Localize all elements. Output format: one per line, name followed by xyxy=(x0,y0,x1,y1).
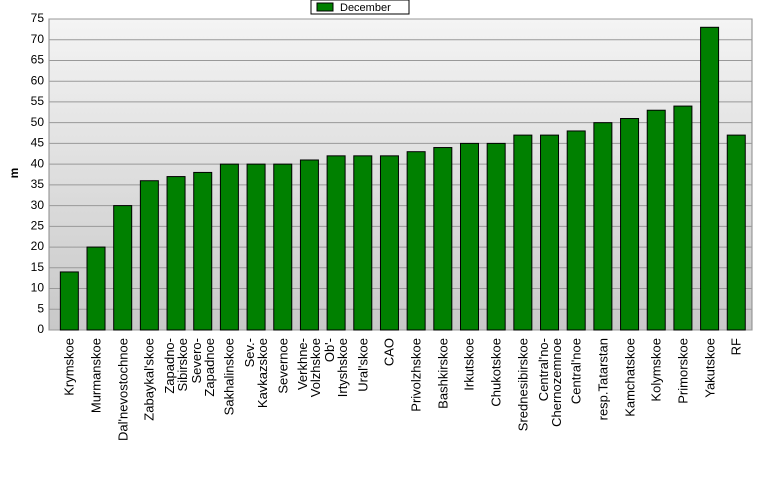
x-tick-label: CAO xyxy=(381,338,397,367)
x-tick-label: Zabaykal'skoe xyxy=(141,338,157,421)
bar xyxy=(433,147,453,331)
x-tick-label: Dal'nevostochnoe xyxy=(115,338,131,441)
y-tick-label: 75 xyxy=(31,11,45,25)
x-tick-label: Severnoe xyxy=(275,338,291,394)
bar xyxy=(326,155,346,331)
y-tick-label: 20 xyxy=(31,239,45,253)
bar xyxy=(86,246,106,331)
bar xyxy=(700,26,720,331)
y-tick-label: 70 xyxy=(31,32,45,46)
bar xyxy=(273,163,293,331)
bar xyxy=(513,134,533,331)
y-tick-label: 5 xyxy=(37,301,44,315)
bar xyxy=(379,155,399,331)
bar xyxy=(486,142,506,331)
x-tick-label: RF xyxy=(728,338,744,356)
x-tick-label: Ob'- Irtyshskoe xyxy=(322,338,351,398)
y-tick-label: 50 xyxy=(31,115,45,129)
x-tick-label: Krymskoe xyxy=(61,338,77,396)
y-tick-label: 45 xyxy=(31,136,45,150)
bar xyxy=(193,171,213,331)
x-tick-label: Murmanskoe xyxy=(88,338,104,414)
y-tick-label: 10 xyxy=(31,281,45,295)
x-tick-label: Sakhalinskoe xyxy=(221,338,237,416)
y-tick-label: 30 xyxy=(31,198,45,212)
x-tick-label: Kamchatskoe xyxy=(622,338,638,417)
x-tick-label: Central'noe xyxy=(568,338,584,405)
x-tick-label: Zapadno- Sibirskoe xyxy=(162,338,191,394)
bar xyxy=(166,176,186,331)
bar xyxy=(246,163,266,331)
bar xyxy=(459,142,479,331)
x-tick-label: Privolzhskoe xyxy=(408,338,424,412)
bar xyxy=(620,118,640,331)
bar xyxy=(113,205,133,331)
bar xyxy=(646,109,666,331)
x-tick-label: Ural'skoe xyxy=(355,338,371,392)
y-tick-label: 0 xyxy=(37,322,44,336)
bar xyxy=(726,134,746,331)
x-tick-label: Srednesibirskoe xyxy=(515,338,531,432)
x-tick-label: Kolymskoe xyxy=(648,338,664,402)
x-tick-label: Yakutskoe xyxy=(702,338,718,398)
bar xyxy=(593,122,613,331)
x-tick-label: Primorskoe xyxy=(675,338,691,404)
legend-swatch xyxy=(316,2,334,12)
y-tick-label: 65 xyxy=(31,53,45,67)
bar xyxy=(299,159,319,331)
bar xyxy=(566,130,586,331)
y-tick-label: 55 xyxy=(31,94,45,108)
bar xyxy=(139,180,159,331)
y-tick-label: 15 xyxy=(31,260,45,274)
bar xyxy=(353,155,373,331)
x-tick-label: resp.Tatarstan xyxy=(595,338,611,421)
y-tick-label: 35 xyxy=(31,177,45,191)
x-tick-label: Irkutskoe xyxy=(461,338,477,391)
legend-box xyxy=(310,0,410,15)
bar xyxy=(219,163,239,331)
bar xyxy=(540,134,560,331)
x-tick-label: Bashkirskoe xyxy=(435,338,451,409)
y-tick-label: 60 xyxy=(31,73,45,87)
y-axis-label: m xyxy=(7,168,21,179)
y-tick-label: 25 xyxy=(31,219,45,233)
bar xyxy=(59,271,79,331)
x-tick-label: Sev.- Kavkazskoe xyxy=(242,338,271,409)
bar xyxy=(673,105,693,331)
x-tick-label: Chukotskoe xyxy=(488,338,504,407)
x-tick-label: Central'no- Chernozemnoe xyxy=(535,338,564,427)
x-tick-label: Verkhne- Volzhskoe xyxy=(295,338,324,398)
legend-label: December xyxy=(340,2,391,14)
y-tick-label: 40 xyxy=(31,156,45,170)
x-tick-label: Severo- Zapadnoe xyxy=(188,338,217,397)
bar xyxy=(406,151,426,331)
